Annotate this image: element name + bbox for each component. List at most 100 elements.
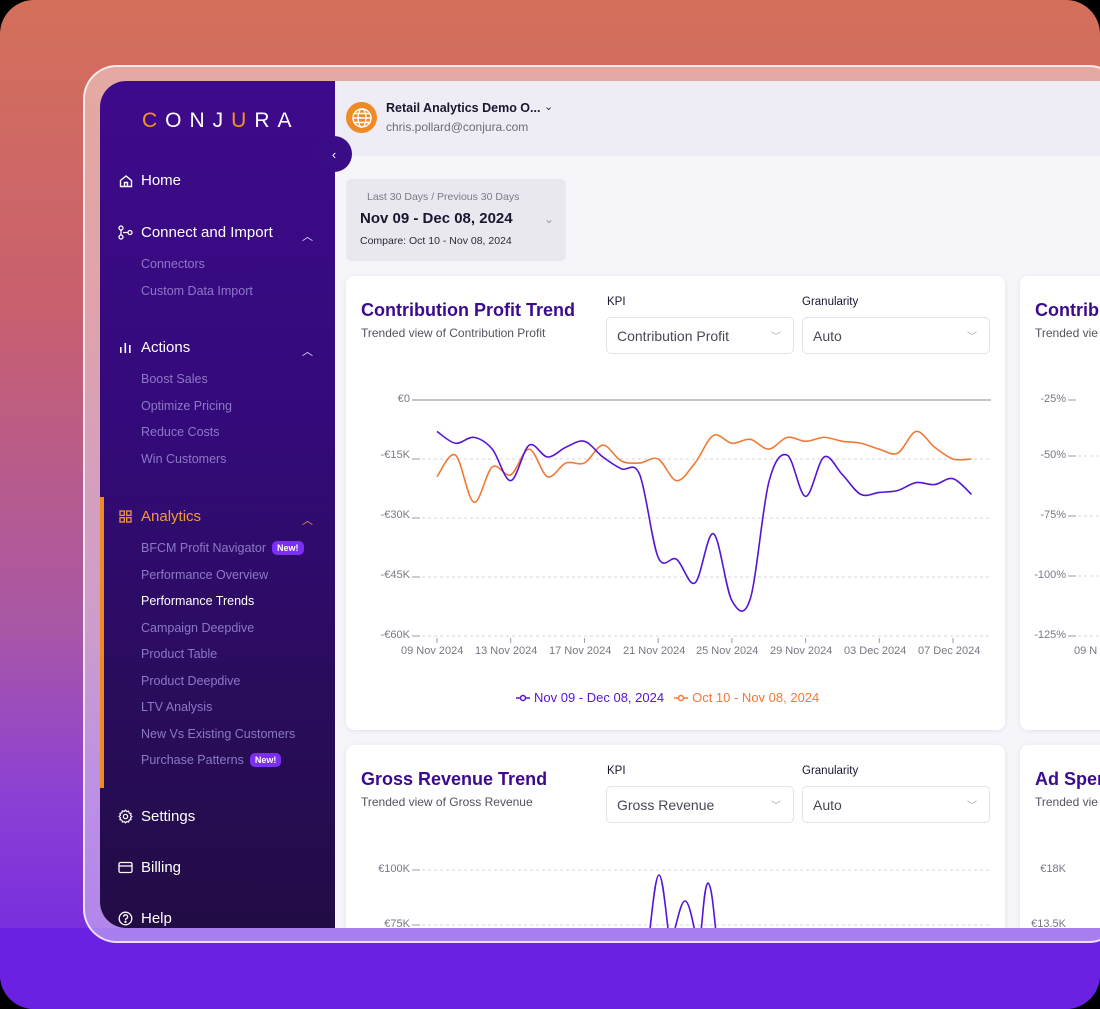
card-title: Ad Sper [1035,769,1100,789]
grid-icon [118,509,133,524]
granularity-select[interactable]: Auto ﹀ [802,786,990,823]
sidebar-item-help[interactable]: Help [118,910,172,927]
sidebar-subitem-new-vs-existing-customers[interactable]: New Vs Existing Customers [141,727,296,741]
card-subtitle: Trended view of Gross Revenue [361,795,533,809]
org-avatar[interactable] [346,102,377,133]
chevron-down-icon: ﹀ [771,801,781,812]
sidebar-subitem-reduce-costs[interactable]: Reduce Costs [141,425,220,439]
granularity-label: Granularity [802,296,859,308]
chevron-left-icon: ‹ [331,146,337,162]
sidebar-subitem-product-table[interactable]: Product Table [141,647,218,661]
chevron-down-icon: ﹀ [771,332,781,343]
sidebar-subitem-label: BFCM Profit Navigator [141,541,267,555]
kpi-select[interactable]: Gross Revenue ﹀ [606,786,794,823]
granularity-select[interactable]: Auto ﹀ [802,317,990,354]
new-badge: New! [249,753,282,767]
legend-item-current[interactable]: Nov 09 - Dec 08, 2024 [516,690,664,705]
top-bar: Retail Analytics Demo O... ⌄ chris.polla… [335,81,1100,156]
conjura-logo[interactable]: CONJURA [142,109,300,132]
sidebar-item-label: Help [141,910,172,927]
card-title: Contrib [1035,300,1099,320]
chevron-up-icon[interactable]: ︿ [302,231,313,243]
series-line [436,430,972,504]
x-tick: 17 Nov 2024 [549,645,612,657]
contribution-profit-card: Contribution Profit Trend Trended view o… [346,276,1005,730]
active-indicator [100,497,104,788]
granularity-select-value: Auto [813,796,842,813]
y-tick: -75% [1040,509,1066,521]
kpi-label: KPI [607,765,626,777]
y-tick: €18K [1040,863,1066,875]
y-tick: -25% [1040,393,1066,405]
granularity-label: Granularity [802,765,859,777]
legend-label: Oct 10 - Nov 08, 2024 [692,690,820,705]
sidebar-subitem-product-deepdive[interactable]: Product Deepdive [141,674,241,688]
sidebar-item-label: Connect and Import [141,224,273,241]
granularity-select-value: Auto [813,327,842,344]
sidebar-subitem-performance-trends[interactable]: Performance Trends [141,594,255,608]
sidebar-subitem-performance-overview[interactable]: Performance Overview [141,568,269,582]
date-range-picker[interactable]: Last 30 Days / Previous 30 Days Nov 09 -… [346,179,566,261]
chevron-up-icon[interactable]: ︿ [302,346,313,358]
y-tick: -125% [1034,629,1066,641]
card-subtitle: Trended vie [1035,795,1098,809]
help-icon [118,911,133,926]
kpi-select-value: Contribution Profit [617,327,730,344]
gross-revenue-chart[interactable] [346,745,1005,928]
card-title: Contribution Profit Trend [361,300,575,320]
x-tick: 03 Dec 2024 [844,645,907,657]
org-name[interactable]: Retail Analytics Demo O... [386,101,541,115]
sidebar-subitem-bfcm-profit-navigator[interactable]: BFCM Profit Navigator New! [141,541,304,555]
y-tick: -€60K [380,629,410,641]
chevron-down-icon: ﹀ [967,801,977,812]
main-content: Retail Analytics Demo O... ⌄ chris.polla… [335,81,1100,928]
legend-item-previous[interactable]: Oct 10 - Nov 08, 2024 [674,690,819,705]
x-tick: 21 Nov 2024 [623,645,686,657]
ad-spend-card: Ad Sper Trended vie €18K €13.5K [1020,745,1100,928]
sidebar-subitem-win-customers[interactable]: Win Customers [141,452,227,466]
sidebar-subitem-label: Purchase Patterns [141,753,244,767]
sidebar-item-connect-and-import[interactable]: Connect and Import [118,224,273,241]
date-preset-label: Last 30 Days / Previous 30 Days [367,191,520,203]
legend-label: Nov 09 - Dec 08, 2024 [534,690,665,705]
kpi-select-value: Gross Revenue [617,796,715,813]
sidebar-item-analytics[interactable]: Analytics [118,508,201,525]
sidebar-item-home[interactable]: Home [118,172,181,189]
user-email: chris.pollard@conjura.com [386,120,529,134]
y-tick: €13.5K [1031,918,1066,928]
sidebar-subitem-custom-data-import[interactable]: Custom Data Import [141,284,253,298]
x-tick: 29 Nov 2024 [770,645,833,657]
sidebar-subitem-optimize-pricing[interactable]: Optimize Pricing [141,399,232,413]
bar-chart-icon [118,340,133,355]
chevron-up-icon[interactable]: ︿ [302,515,313,527]
gross-revenue-card: Gross Revenue Trend Trended view of Gros… [346,745,1005,928]
kpi-label: KPI [607,296,626,308]
gear-icon [118,809,133,824]
series-line [436,430,973,612]
y-tick: -€15K [380,449,410,461]
sidebar-item-actions[interactable]: Actions [118,339,190,356]
sidebar-item-billing[interactable]: Billing [118,859,181,876]
sidebar-subitem-boost-sales[interactable]: Boost Sales [141,372,208,386]
sidebar: CONJURA Home Connect and Import ︿ Connec… [100,81,335,928]
line-marker-icon [516,694,530,701]
card-title: Gross Revenue Trend [361,769,548,789]
sidebar-item-label: Actions [141,339,191,356]
chevron-down-icon[interactable]: ⌄ [544,101,554,113]
y-tick: -€45K [380,569,410,581]
contribution-margin-card: Contrib Trended vie -25% -50% -75% -100%… [1020,276,1100,730]
sidebar-subitem-campaign-deepdive[interactable]: Campaign Deepdive [141,621,255,635]
y-tick: -100% [1034,569,1066,581]
sidebar-subitem-purchase-patterns[interactable]: Purchase Patterns New! [141,753,282,767]
collapse-sidebar-button[interactable]: ‹ [316,136,352,172]
compare-range: Compare: Oct 10 - Nov 08, 2024 [360,235,512,247]
y-tick: -€30K [380,509,410,521]
sidebar-item-settings[interactable]: Settings [118,808,195,825]
kpi-select[interactable]: Contribution Profit ﹀ [606,317,794,354]
sidebar-subitem-ltv-analysis[interactable]: LTV Analysis [141,700,213,714]
sidebar-subitem-connectors[interactable]: Connectors [141,257,205,271]
contribution-profit-chart[interactable] [346,276,1005,730]
chart-legend: Nov 09 - Dec 08, 2024 Oct 10 - Nov 08, 2… [516,690,819,705]
date-range-value: Nov 09 - Dec 08, 2024 [360,210,513,227]
